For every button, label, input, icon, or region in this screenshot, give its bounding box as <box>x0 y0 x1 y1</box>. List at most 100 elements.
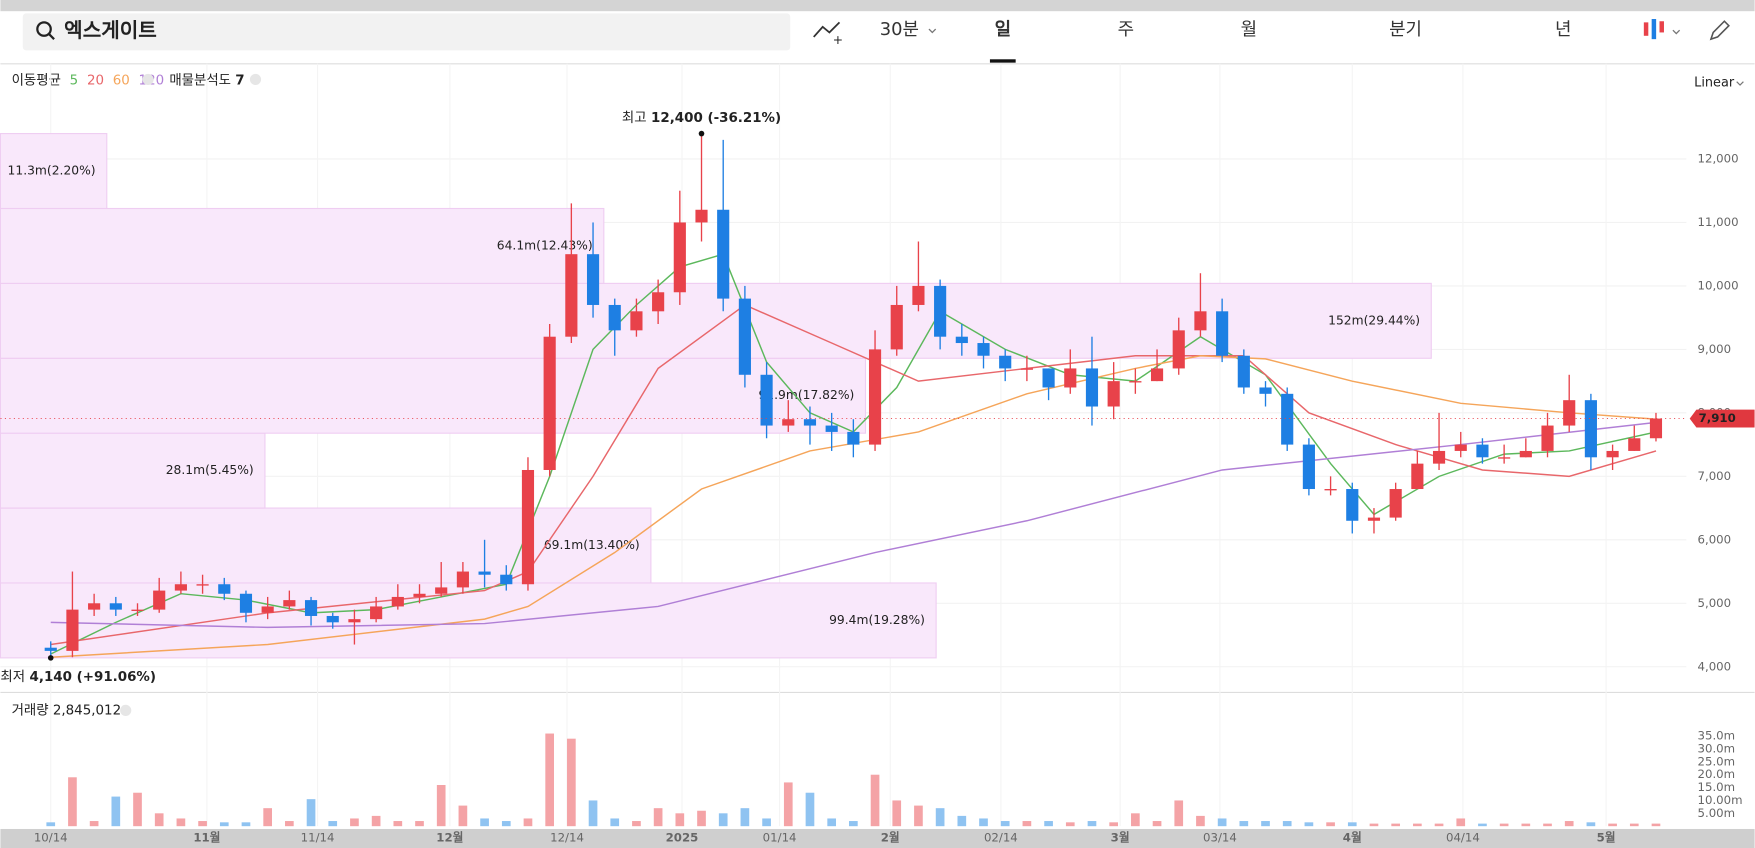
tab-underline <box>989 59 1016 63</box>
y-tick-label: 4,000 <box>1698 659 1732 673</box>
candle-body <box>196 584 209 586</box>
volume-bar <box>1304 822 1314 827</box>
x-tick-label: 5월 <box>1597 830 1616 844</box>
legend: 이동평균 5 20 60 120 <box>12 73 165 89</box>
tab[interactable]: 일 <box>995 19 1011 40</box>
volume-bar <box>1369 823 1379 827</box>
chevron <box>928 28 937 34</box>
candle-body <box>1302 444 1315 490</box>
volume-bar <box>1152 821 1162 827</box>
tab[interactable]: 월 <box>1241 19 1257 40</box>
volume-bar <box>176 818 186 827</box>
tab[interactable]: 년 <box>1555 19 1571 40</box>
volume-tick-label: 15.0m <box>1698 780 1736 794</box>
volume-bar <box>675 813 685 827</box>
icon-part <box>1643 22 1649 36</box>
x-tick-label: 10/14 <box>34 830 68 844</box>
candle-body <box>370 606 383 620</box>
search-icon <box>47 32 55 40</box>
x-tick-label: 2025 <box>666 830 699 844</box>
candle-body <box>1129 381 1142 383</box>
indicator-icon[interactable] <box>813 21 841 38</box>
volume-bar <box>111 796 121 827</box>
volume-bar <box>328 821 338 827</box>
search-box[interactable] <box>22 13 791 51</box>
volume-bar <box>241 822 251 827</box>
candle-body <box>500 574 513 585</box>
candle-body <box>1563 400 1576 426</box>
annotation-label: 최저 <box>0 669 25 685</box>
draw-icon[interactable] <box>1709 20 1730 41</box>
volume-bar <box>783 782 793 827</box>
volume-tick-label: 10.00m <box>1698 793 1743 807</box>
volume-title: 거래량 2,845,012 <box>12 702 122 718</box>
candle-body <box>977 343 990 356</box>
volume-profile-label: 99.4m(19.28%) <box>829 613 925 627</box>
volume-bar <box>46 822 56 827</box>
annotation: 최고 12,400 (-36.21%) <box>622 110 781 126</box>
legend-entry[interactable]: 60 <box>113 74 130 89</box>
candle-body <box>1346 489 1359 521</box>
y-tick-label: 7,000 <box>1698 469 1732 483</box>
candle-body <box>1649 418 1663 439</box>
candle-body <box>1498 457 1511 459</box>
candle-body <box>88 603 101 610</box>
volume-profile-bar <box>0 282 1432 359</box>
volume-bar <box>588 800 598 827</box>
candle-body <box>955 336 968 344</box>
legend-entry[interactable]: 5 <box>70 74 79 89</box>
y-tick-label: 9,000 <box>1698 342 1732 356</box>
close-icon[interactable] <box>120 704 132 716</box>
legend-label: 이동평균 <box>12 73 61 89</box>
scale-select[interactable]: Linear <box>1694 75 1735 90</box>
volume-tick-label: 35.0m <box>1698 729 1736 743</box>
volume-bar <box>805 792 815 827</box>
volume-bar <box>480 818 489 827</box>
candle-body <box>1172 330 1185 369</box>
volume-bar <box>523 818 533 827</box>
tab[interactable]: 분기 <box>1389 19 1422 40</box>
volume-bar <box>1586 822 1596 827</box>
candle-type-icon[interactable] <box>1643 19 1681 40</box>
candle-body <box>695 209 708 223</box>
candle-body <box>825 425 838 432</box>
interval-select[interactable]: 30분 <box>880 19 919 40</box>
volume-bar <box>198 821 207 827</box>
x-tick-label: 3월 <box>1111 830 1130 844</box>
candle-body <box>847 431 860 445</box>
close-icon[interactable] <box>142 73 154 86</box>
volume-bar <box>914 805 923 827</box>
volume-bar <box>263 808 273 827</box>
candle-body <box>1389 489 1402 518</box>
volume-bar <box>1000 821 1010 827</box>
volume-profile-label: 64.1m(12.43%) <box>497 238 593 252</box>
volume-bar <box>436 785 446 827</box>
candle-body <box>760 374 773 426</box>
x-tick-label: 11월 <box>193 830 220 844</box>
candle-body <box>1216 311 1229 356</box>
legend-entry[interactable]: 20 <box>87 74 104 89</box>
x-axis-bar <box>0 828 1755 848</box>
chevron <box>1672 29 1681 35</box>
volume-profile-label: 11.3m(2.20%) <box>8 164 96 178</box>
volume-profile-label: 69.1m(13.40%) <box>544 538 640 552</box>
search-icon <box>36 21 52 37</box>
volume-bar <box>133 792 142 827</box>
y-tick-label: 11,000 <box>1698 215 1739 229</box>
x-tick-label: 12월 <box>436 830 463 844</box>
candle-body <box>608 304 621 331</box>
close-icon[interactable] <box>249 73 262 86</box>
legend-label: 매물분석도 <box>169 73 231 89</box>
search-text[interactable]: 엑스게이트 <box>64 18 157 42</box>
frame-top <box>0 0 1755 12</box>
tab[interactable]: 주 <box>1118 19 1134 40</box>
candle-body <box>890 304 903 350</box>
volume-bar <box>1521 823 1531 827</box>
candle-body <box>1584 400 1597 458</box>
x-tick-label: 4월 <box>1343 830 1362 844</box>
volume-bar <box>1629 823 1639 827</box>
annotation-label: 최고 <box>622 110 647 126</box>
indicator-icon: + <box>833 33 843 47</box>
volume-tick-label: 30.0m <box>1698 741 1736 755</box>
candle-body <box>803 419 817 426</box>
